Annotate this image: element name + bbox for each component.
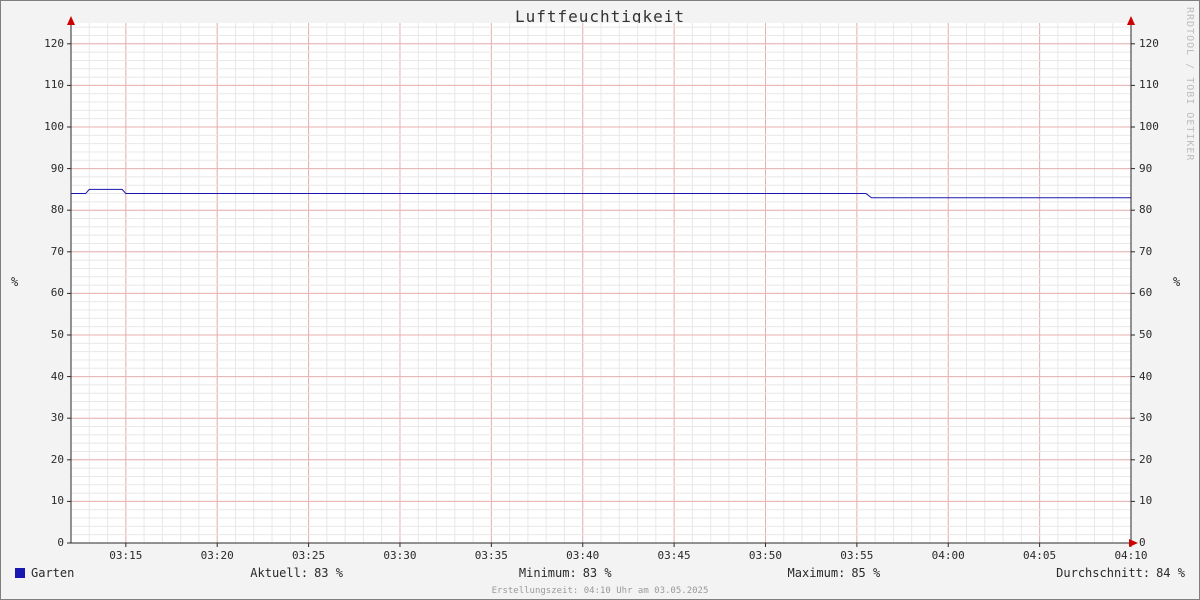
x-tick-label: 03:40 (566, 549, 599, 562)
y-tick-label: 10 (26, 494, 64, 507)
x-tick-label: 03:45 (658, 549, 691, 562)
legend-maximum: Maximum: 85 % (788, 566, 881, 580)
legend-series: Garten (15, 566, 74, 580)
y-tick-label: 30 (26, 411, 64, 424)
x-tick-label: 04:00 (932, 549, 965, 562)
legend-aktuell-label: Aktuell: (250, 566, 308, 580)
legend-swatch (15, 568, 25, 578)
legend-durchschnitt: Durchschnitt: 84 % (1056, 566, 1185, 580)
x-tick-label: 03:50 (749, 549, 782, 562)
x-tick-label: 03:35 (475, 549, 508, 562)
y-tick-label: 80 (1139, 203, 1152, 216)
y-tick-label: 60 (1139, 286, 1152, 299)
y-tick-label: 90 (1139, 162, 1152, 175)
y-tick-label: 30 (1139, 411, 1152, 424)
y-tick-label: 120 (1139, 37, 1159, 50)
y-tick-label: 40 (26, 370, 64, 383)
x-tick-label: 03:15 (109, 549, 142, 562)
chart-frame: Luftfeuchtigkeit RRDTOOL / TOBI OETIKER … (0, 0, 1200, 600)
x-tick-label: 03:25 (292, 549, 325, 562)
legend-aktuell-value: 83 % (314, 566, 343, 580)
legend-aktuell: Aktuell: 83 % (250, 566, 343, 580)
y-tick-label: 110 (26, 78, 64, 91)
y-axis-title-right: % (1173, 275, 1180, 289)
side-credit: RRDTOOL / TOBI OETIKER (1184, 7, 1195, 161)
legend-minimum-value: 83 % (583, 566, 612, 580)
y-tick-label: 80 (26, 203, 64, 216)
legend-minimum: Minimum: 83 % (519, 566, 612, 580)
footer-note: Erstellungszeit: 04:10 Uhr am 03.05.2025 (1, 586, 1199, 596)
legend-minimum-label: Minimum: (519, 566, 577, 580)
y-tick-label: 50 (26, 328, 64, 341)
y-tick-label: 70 (1139, 245, 1152, 258)
plot-svg (61, 13, 1141, 553)
x-tick-label: 04:05 (1023, 549, 1056, 562)
legend-series-label: Garten (31, 566, 74, 580)
y-tick-label: 70 (26, 245, 64, 258)
y-tick-label: 120 (26, 37, 64, 50)
y-axis-title-left: % (11, 275, 18, 289)
legend-row: Garten Aktuell: 83 % Minimum: 83 % Maxim… (11, 565, 1189, 581)
y-tick-label: 20 (1139, 453, 1152, 466)
legend-maximum-value: 85 % (851, 566, 880, 580)
x-tick-label: 03:55 (840, 549, 873, 562)
y-tick-label: 100 (26, 120, 64, 133)
x-tick-label: 03:20 (201, 549, 234, 562)
y-tick-label: 40 (1139, 370, 1152, 383)
y-tick-label: 0 (26, 536, 64, 549)
y-tick-label: 100 (1139, 120, 1159, 133)
y-tick-label: 60 (26, 286, 64, 299)
y-tick-label: 0 (1139, 536, 1146, 549)
y-tick-label: 110 (1139, 78, 1159, 91)
y-tick-label: 90 (26, 162, 64, 175)
y-tick-label: 50 (1139, 328, 1152, 341)
legend-durchschnitt-value: 84 % (1156, 566, 1185, 580)
legend-durchschnitt-label: Durchschnitt: (1056, 566, 1150, 580)
y-tick-label: 20 (26, 453, 64, 466)
y-tick-label: 10 (1139, 494, 1152, 507)
x-tick-label: 03:30 (383, 549, 416, 562)
x-tick-label: 04:10 (1114, 549, 1147, 562)
legend-maximum-label: Maximum: (788, 566, 846, 580)
